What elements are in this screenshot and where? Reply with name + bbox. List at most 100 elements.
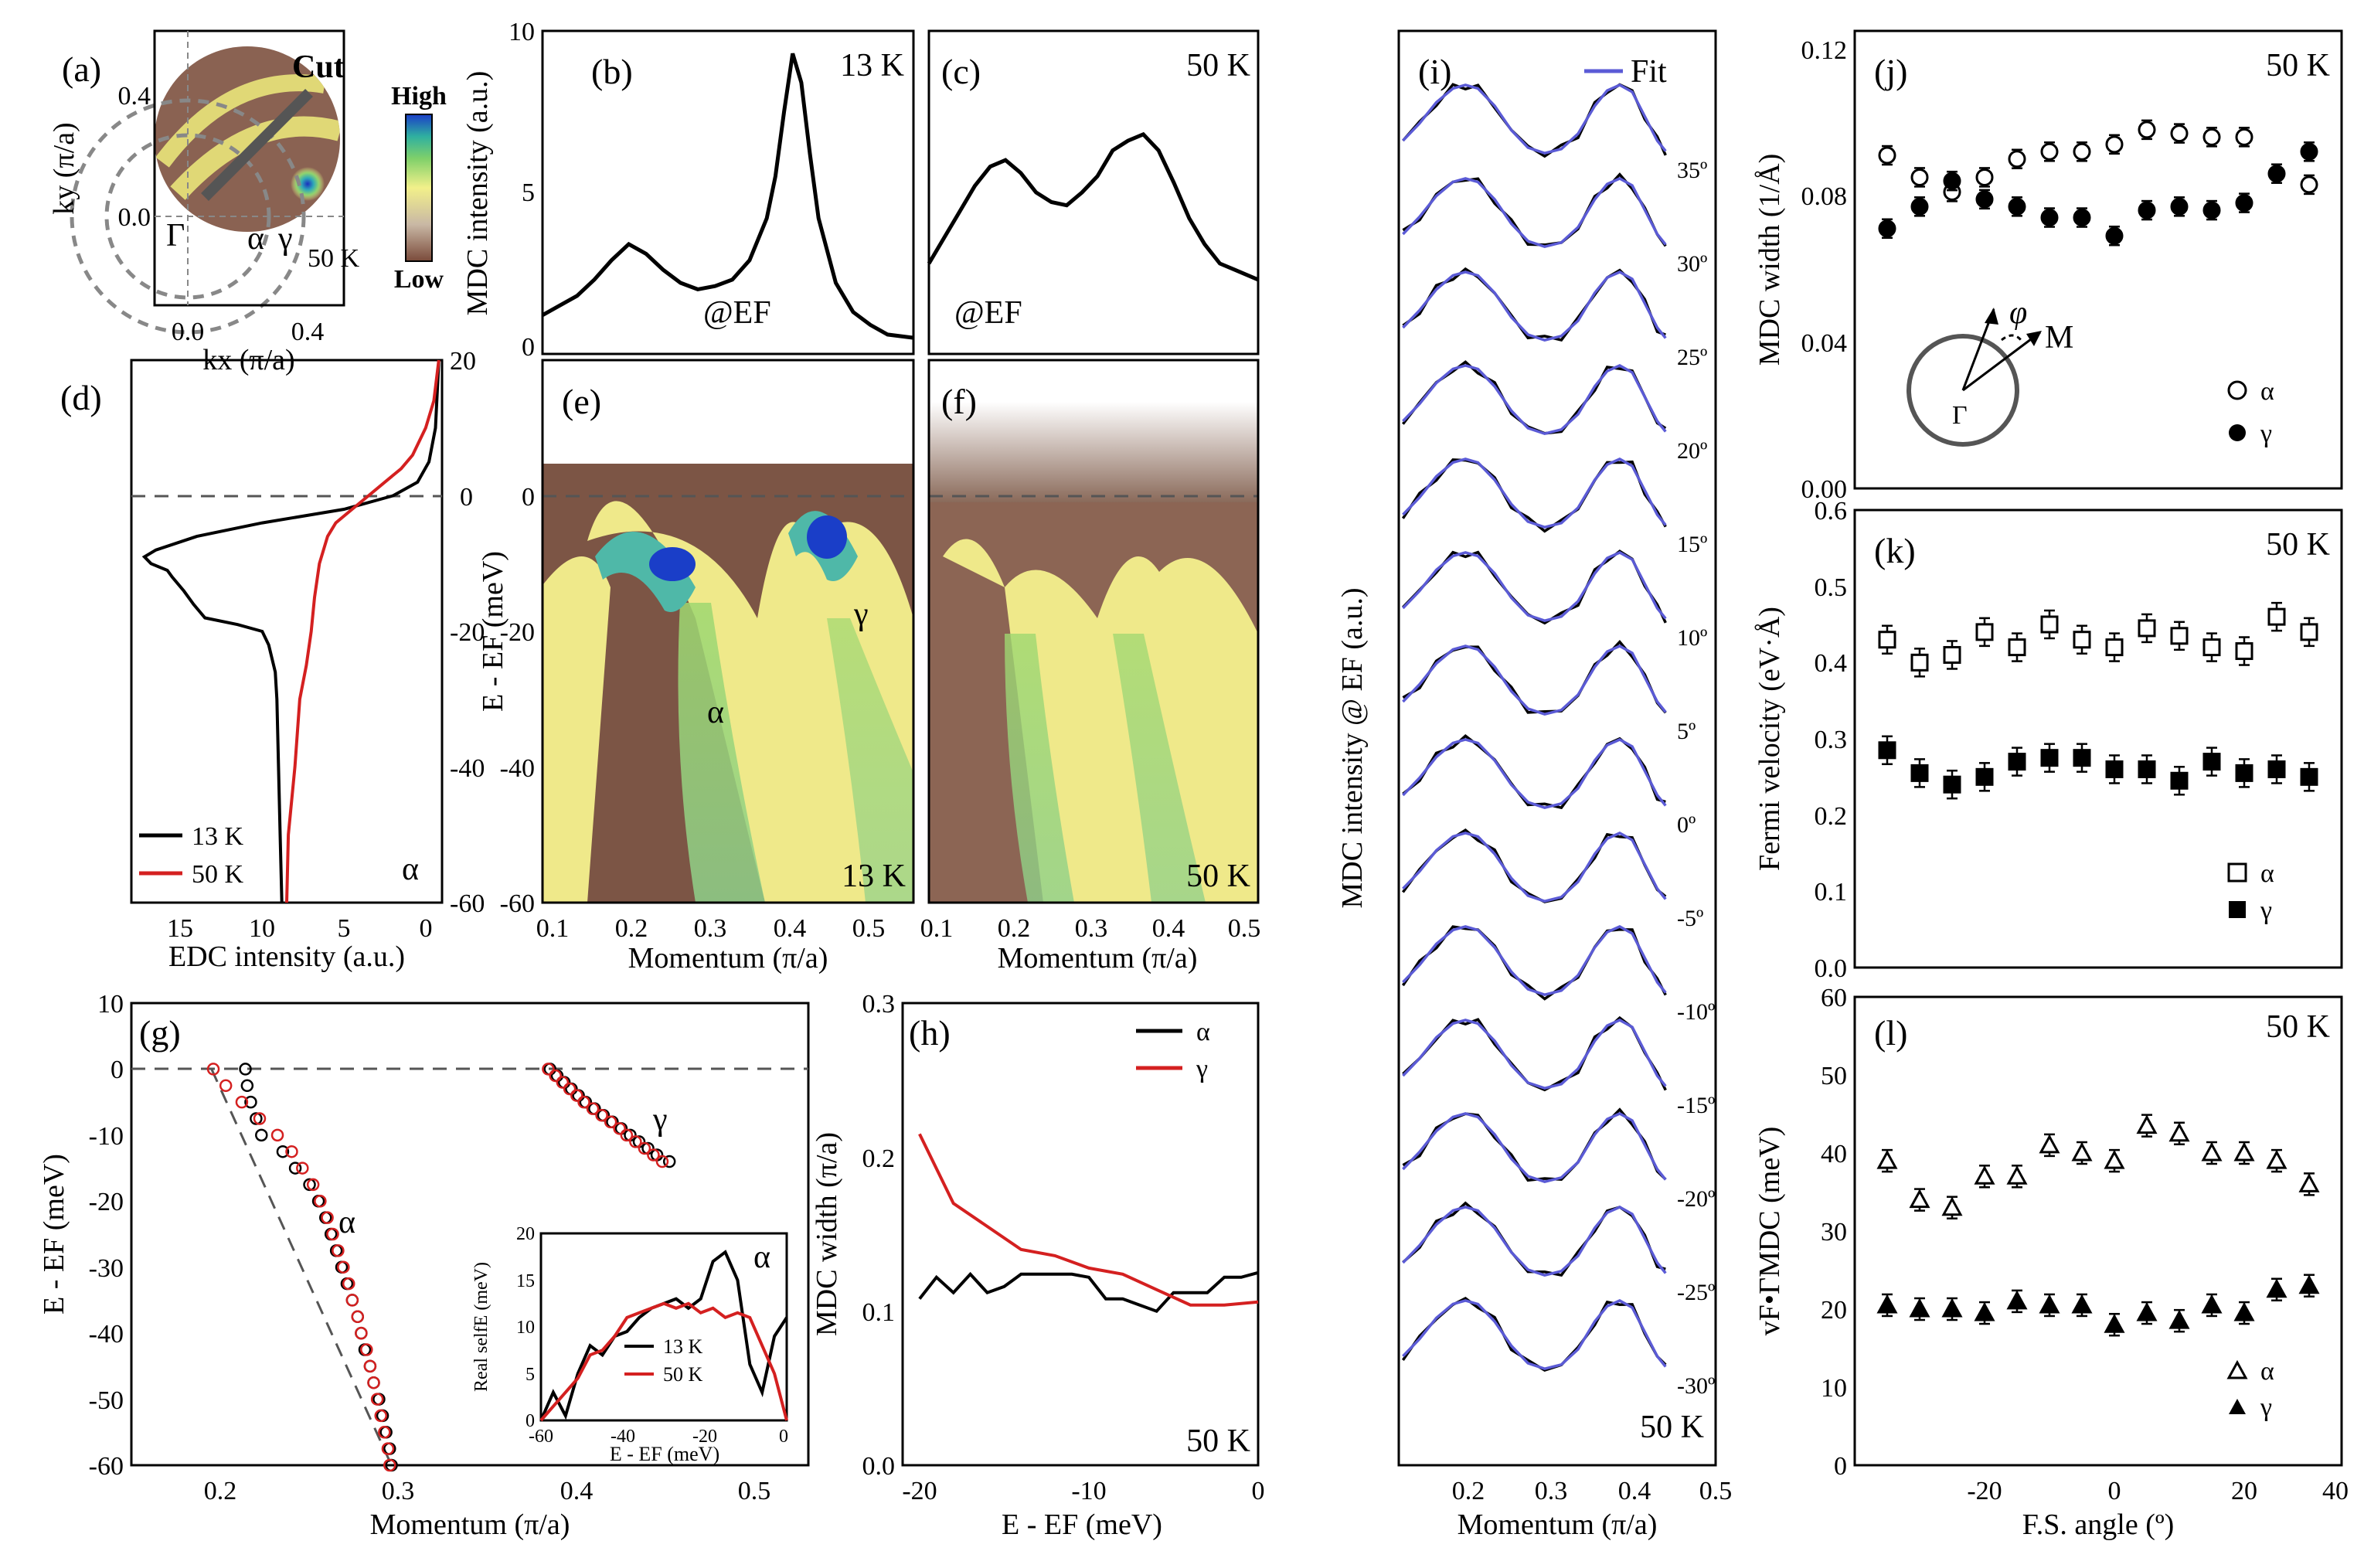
panel-g-point — [253, 1112, 267, 1125]
panel-g-point — [235, 1095, 249, 1109]
panel-g-point — [655, 1155, 669, 1168]
panel-l-points — [1876, 1114, 2320, 1337]
mdc-angle-label: 10º — [1677, 625, 1707, 651]
panel-g-xtick-2: 0.4 — [560, 1477, 594, 1505]
mdc-fit-curve — [1402, 832, 1667, 903]
panel-h-xlabel: E - EF (meV) — [1002, 1508, 1162, 1541]
panel-g-point — [604, 1115, 617, 1129]
panel-k-legend-alpha: α — [2260, 859, 2274, 888]
panel-f-label: (f) — [941, 382, 977, 421]
data-point — [2235, 194, 2253, 213]
data-point — [1876, 1294, 1898, 1314]
inset-frame — [539, 1232, 788, 1422]
panel-k-ytick-3: 0.3 — [1815, 726, 1848, 754]
panel-g-point — [620, 1128, 634, 1142]
data-point — [2008, 197, 2026, 216]
panel-l: (l) 50 K α γ 0 10 20 30 40 50 60 vF•ΓMDC… — [1753, 984, 2349, 1541]
panel-g-point — [647, 1148, 660, 1162]
data-point — [2073, 749, 2091, 767]
fs-diagram-circle — [1907, 334, 2019, 447]
panel-g-point — [276, 1145, 290, 1158]
panel-e-ytick-0: 0 — [522, 483, 535, 512]
panel-i-label: (i) — [1418, 52, 1451, 91]
panel-i-stack: 35º 30º 25º 20º 15º 10º 5º 0º -5º -10º -15º -20º -25… — [1401, 83, 1715, 1399]
panel-d-ytick-3: -40 — [450, 754, 485, 783]
panel-g-yticks: 10 0 -10 -20 -30 -40 -50 -60 — [89, 990, 124, 1481]
panel-d-xlabel: EDC intensity (a.u.) — [168, 940, 405, 973]
data-point — [2235, 642, 2253, 661]
panel-k-ytick-5: 0.5 — [1815, 573, 1848, 602]
data-point — [2138, 760, 2156, 778]
data-point — [2267, 165, 2286, 183]
data-point — [2201, 1141, 2223, 1162]
panel-c-curve — [927, 131, 1259, 282]
mdc-data-curve — [1402, 360, 1667, 435]
panel-d-legend-13k: 13 K — [192, 822, 244, 851]
panel-g-frame — [130, 1002, 810, 1467]
mdc-data-curve — [1402, 549, 1667, 625]
colorbar — [405, 114, 433, 262]
panel-g-point — [285, 1145, 298, 1158]
panel-l-xtick-0: -20 — [1967, 1477, 2002, 1505]
data-point — [1910, 168, 1929, 186]
panel-g-point — [662, 1155, 676, 1168]
data-point — [1974, 1165, 1995, 1185]
data-point — [2138, 201, 2156, 219]
panel-e-xtick-0: 0.1 — [536, 914, 570, 943]
mdc-angle-label: 0º — [1677, 812, 1696, 838]
panel-i-xtick-3: 0.5 — [1699, 1477, 1733, 1505]
panel-h-ytick-3: 0.3 — [862, 990, 896, 1019]
panel-h-xtick-2: 0 — [1252, 1477, 1265, 1505]
panel-g-point — [638, 1141, 651, 1155]
panel-d-frame — [130, 359, 444, 904]
panel-j-ylabel: MDC width (1/Å) — [1753, 154, 1786, 366]
panel-b-temp: 13 K — [840, 48, 904, 83]
panel-f-temp: 50 K — [1186, 859, 1250, 894]
panel-g-alpha: α — [338, 1205, 355, 1240]
panel-b-curve — [541, 53, 914, 340]
panel-l-ylabel: vF•ΓMDC (meV) — [1753, 1127, 1786, 1336]
data-point — [2170, 771, 2189, 790]
data-point — [2235, 128, 2253, 146]
inset-ytick-2: 10 — [516, 1318, 535, 1338]
panel-b-ytick-2: 10 — [509, 18, 535, 46]
data-point — [2105, 638, 2124, 657]
data-point — [2266, 1149, 2287, 1169]
data-point — [2202, 753, 2221, 771]
mdc-data-curve — [1401, 925, 1667, 1001]
panel-g-point — [342, 1277, 355, 1291]
panel-a-gamma: Γ — [166, 218, 185, 253]
inset-legend-50k: 50 K — [663, 1363, 703, 1386]
panel-e-xlabel: Momentum (π/a) — [628, 942, 828, 974]
panel-j-frame — [1853, 29, 2343, 490]
panel-a-ytick-1: 0.0 — [118, 203, 151, 232]
panel-g-point — [244, 1095, 257, 1109]
panel-c-temp: 50 K — [1186, 48, 1250, 83]
panel-i-xtick-2: 0.4 — [1618, 1477, 1651, 1505]
arpes-image-13k — [543, 360, 913, 903]
panel-b-ytick-1: 5 — [522, 179, 535, 207]
panel-g-point — [250, 1112, 263, 1125]
mdc-angle-label: 20º — [1677, 438, 1707, 464]
panel-g-points — [206, 1063, 676, 1472]
data-point — [2039, 1294, 2060, 1314]
panel-f: (f) 50 K 0.1 0.2 0.3 0.4 0.5 Momentum (π… — [920, 359, 1260, 974]
panel-d-band: α — [402, 852, 419, 887]
data-point — [2233, 1141, 2255, 1162]
panel-g-point — [337, 1260, 350, 1274]
bare-band-line — [210, 1068, 393, 1466]
panel-l-legend-alpha: α — [2260, 1357, 2274, 1386]
data-point — [2040, 142, 2059, 161]
panel-a-frame — [153, 29, 345, 307]
data-point — [2006, 1290, 2028, 1310]
data-point — [2073, 209, 2091, 227]
data-point — [1910, 764, 1929, 782]
panel-i-ylabel: MDC intensity @ EF (a.u.) — [1336, 588, 1369, 909]
inset-curve-50k — [539, 1301, 788, 1422]
panel-e: (e) γ α 13 K 0 -20 -40 -60 E - EF (meV) … — [477, 359, 915, 974]
panel-g-point — [613, 1122, 626, 1135]
panel-h-legend-gamma: γ — [1196, 1055, 1208, 1083]
panel-g-point — [219, 1079, 233, 1093]
panel-l-ytick-6: 60 — [1821, 984, 1847, 1012]
inset-legend-13k: 13 K — [663, 1335, 703, 1358]
